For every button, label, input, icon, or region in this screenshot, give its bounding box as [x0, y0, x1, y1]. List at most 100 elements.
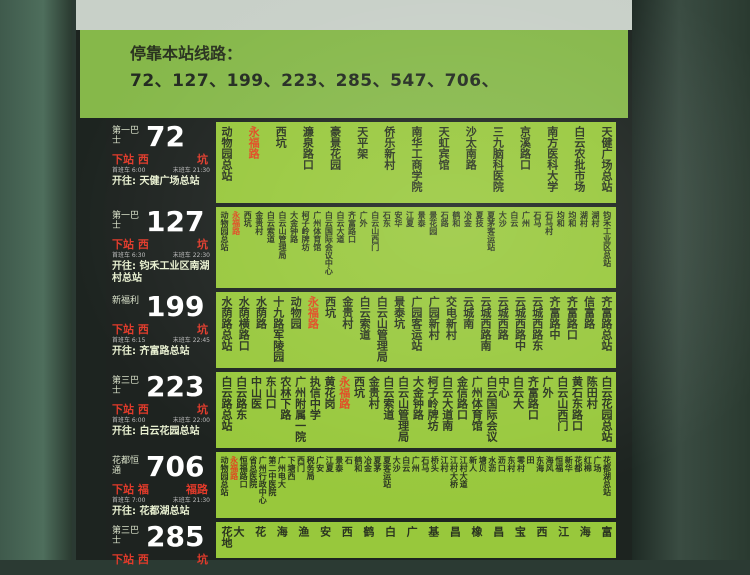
stop-item: 均和: [556, 211, 566, 227]
stop-item: 濂泉路口: [301, 126, 315, 170]
service-times: 首班车 6:00 末班车 22:00: [112, 417, 210, 425]
next-stop-name-2: 坑: [197, 238, 208, 251]
next-label: 下站: [112, 483, 134, 496]
operator: 新福利: [112, 296, 140, 306]
next-stop-name: 西: [137, 323, 149, 336]
route-list: 72、127、199、223、285、547、706、: [130, 71, 500, 91]
stop-item: 水荫横路口: [237, 296, 251, 351]
stop-item: 湖村: [579, 211, 589, 227]
stop-item: 下塘西: [286, 456, 296, 480]
stop-list: 白云路总站 白云路东 中山医 东山口 农林下路 广州附属一院 执信中学 黄花岗 永福路 西坑 金贵村…: [216, 372, 616, 448]
stop-item: 海风: [545, 456, 555, 472]
stop-item: 海: [578, 526, 592, 537]
stop-item: 白云: [401, 456, 411, 472]
stop-item: 基: [426, 526, 440, 537]
stop-item: 柯子岭牌坊: [426, 376, 440, 431]
stop-item: 白云花园总站: [599, 376, 613, 442]
next-stop: 下站 西 坑: [112, 153, 208, 166]
stop-item: 豪景花园: [328, 126, 342, 170]
first-bus: 首班车 6:15: [112, 337, 146, 344]
stop-item: 花都湖总站: [602, 456, 612, 496]
stop-item: 动物园总站: [220, 211, 229, 251]
stop-item: 沙太南路: [464, 126, 478, 170]
next-stop-name-2: 坑: [197, 323, 208, 336]
stop-item: 大沙: [392, 456, 402, 472]
stop-item: 白云山西门: [370, 211, 380, 251]
stop-item: 昌: [491, 526, 505, 537]
service-times: 首班车 7:00 末班车 21:30: [112, 497, 210, 505]
stop-item: 齐富路总站: [599, 296, 613, 351]
stop-item: 京溪路口: [518, 126, 532, 170]
route-number: 127: [146, 205, 205, 238]
stop-item: 西坑: [243, 211, 253, 227]
stop-item: 天虹宾馆: [437, 126, 451, 170]
service-times: [112, 567, 210, 575]
next-label: 下站: [112, 403, 134, 416]
stop-item: 景泰坑: [392, 296, 406, 329]
stop-item: 西门: [296, 456, 306, 472]
stop-item: 红棉: [583, 456, 593, 472]
stop-item: 沥口: [497, 456, 507, 472]
stop-item: 云城西路: [496, 296, 510, 340]
stop-item: 钧禾工业区总站: [602, 211, 612, 267]
stop-item: 永福路: [337, 376, 351, 409]
next-stop-name: 福: [137, 483, 149, 496]
stop-item: 鹤: [361, 526, 375, 537]
route-label: 第一巴士 127 下站 西 坑 首班车 6:30 末班车 22:30 开往: 钧禾工…: [106, 205, 214, 290]
stop-item: 江村: [439, 456, 449, 472]
stop-item: 西: [534, 526, 548, 537]
stop-item: 金贵村: [254, 211, 264, 235]
stop-item: 云城南: [461, 296, 475, 329]
stop-item: 交电新村: [444, 296, 458, 340]
stop-item: 广外: [541, 376, 555, 398]
stop-item: 齐富路中: [548, 296, 562, 340]
stop-item: 富: [599, 526, 613, 537]
stop-list: 动物园总站 永福路 恒福路口 省总医院 广州行政中心 第二中医院 广州电大 下塘西 西门 税务局广…: [216, 452, 616, 518]
stop-item: 永福路: [231, 211, 241, 235]
stop-item: 恒福路口: [239, 456, 249, 488]
route-label: 第一巴士 72 下站 西 坑 首班车 6:00 末班车 21:30 开往: 天健广场…: [106, 120, 214, 205]
stop-item: 大沙: [498, 211, 508, 227]
first-bus: 首班车 6:00: [112, 417, 146, 424]
next-stop-name-2: 坑: [197, 153, 208, 166]
stop-item: 齐富路口: [347, 211, 357, 243]
next-stop-name: 西: [137, 403, 149, 416]
stop-item: 西坑: [274, 126, 288, 148]
next-label: 下站: [112, 238, 134, 251]
stop-item: 广州体育馆: [470, 376, 484, 431]
stop-item: 新华: [564, 456, 574, 472]
stop-item: 西坑: [323, 296, 337, 318]
stop-item: 第二中医院: [267, 456, 277, 496]
last-bus: 末班车 21:30: [172, 497, 210, 504]
stop-item: 江村大桥: [449, 456, 459, 488]
stop-item: 永福路: [306, 296, 320, 329]
stop-item: 金贵村: [340, 296, 354, 329]
stop-item: 白云索道: [381, 376, 395, 420]
route-number: 285: [146, 520, 205, 553]
stop-item: 湖村: [591, 211, 600, 227]
stop-item: 水荫路: [254, 296, 268, 329]
window-frame-right: [632, 0, 750, 560]
stop-item: 广安: [315, 456, 325, 472]
stop-item: 江: [556, 526, 570, 537]
route-row-706: 花都恒通 706 下站 福 福路 首班车 7:00 末班车 21:30 开往: 花都…: [106, 450, 616, 520]
stop-item: 安华: [393, 211, 403, 227]
stop-item: 石: [344, 456, 354, 464]
next-stop: 下站 西 坑: [112, 238, 208, 251]
stop-item: 广州: [521, 211, 531, 227]
stop-item: 广外: [359, 211, 369, 227]
stop-item: 安: [318, 526, 332, 537]
stop-item: 均和: [567, 211, 577, 227]
last-bus: 末班车 22:45: [172, 337, 210, 344]
stop-item: 白云山管理局: [375, 296, 389, 362]
next-stop-name-2: 坑: [197, 403, 208, 416]
stop-item: 大金钟路: [411, 376, 425, 420]
next-label: 下站: [112, 153, 134, 166]
stop-item: 桥头: [430, 456, 440, 472]
first-bus: 首班车 6:00: [112, 167, 146, 174]
stop-item: 夏茅客运站: [486, 211, 496, 251]
stop-item: 石路: [440, 211, 450, 227]
stop-item: 白云大道南: [440, 376, 454, 431]
stop-item: 永福路: [229, 456, 239, 480]
destination: 开往: 钧禾工业区南湖村总站: [112, 261, 210, 284]
